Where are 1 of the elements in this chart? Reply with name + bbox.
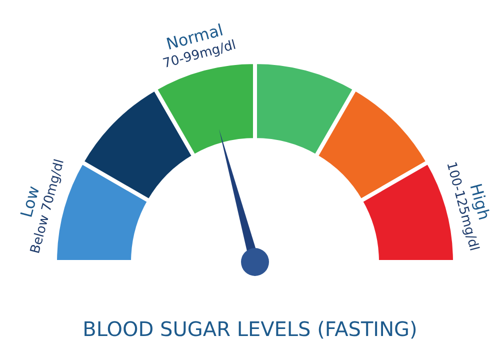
text: BLOOD SUGAR LEVELS (FASTING) — [82, 317, 418, 341]
